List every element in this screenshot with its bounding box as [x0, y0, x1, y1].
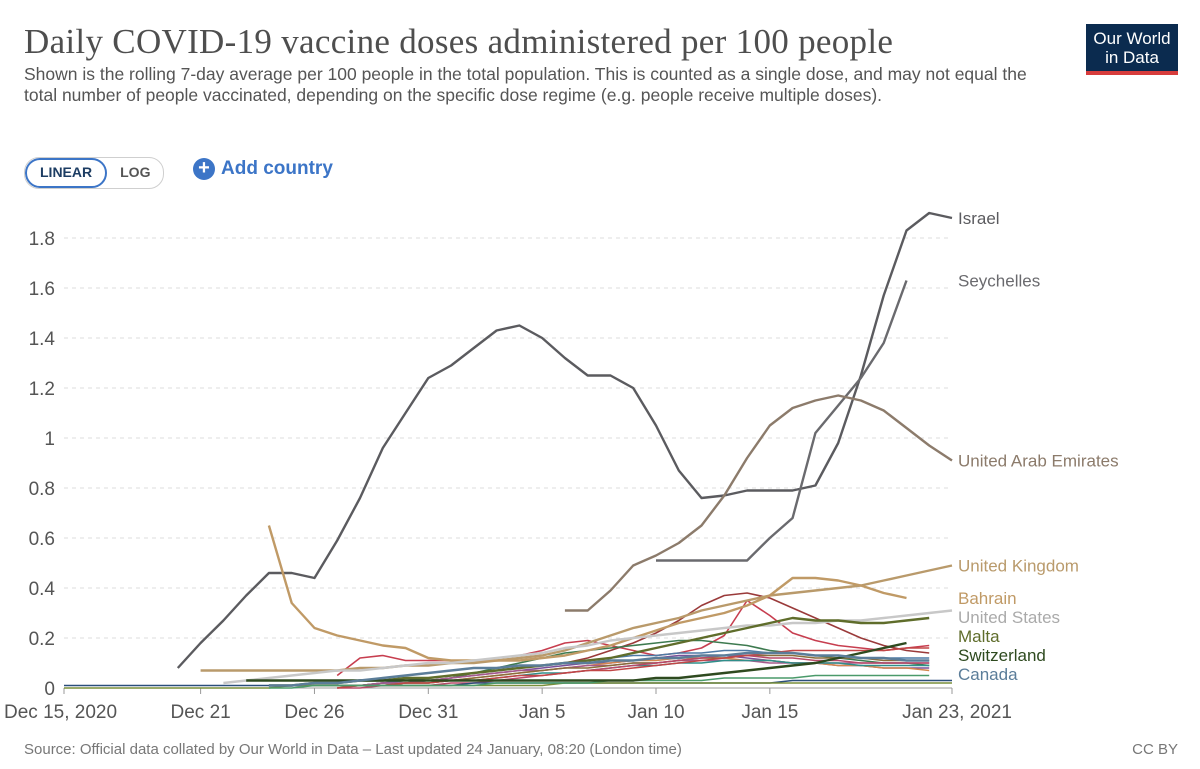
x-tick-label: Dec 15, 2020: [4, 702, 117, 723]
series-label-united-kingdom[interactable]: United Kingdom: [958, 557, 1079, 576]
chart-title: Daily COVID-19 vaccine doses administere…: [24, 22, 894, 61]
series-label-switzerland[interactable]: Switzerland: [958, 646, 1046, 665]
x-tick-label: Jan 23, 2021: [902, 702, 1012, 723]
x-tick-label: Dec 26: [284, 702, 344, 723]
y-tick-label: 0.8: [29, 479, 55, 500]
linear-scale-button[interactable]: LINEAR: [25, 158, 108, 188]
series-label-canada[interactable]: Canada: [958, 665, 1018, 684]
x-tick-label: Jan 10: [627, 702, 684, 723]
series-line-bahrain[interactable]: [267, 525, 907, 662]
source-note: Source: Official data collated by Our Wo…: [24, 741, 682, 758]
series-line-seychelles[interactable]: [656, 280, 908, 562]
owid-logo[interactable]: Our World in Data: [1086, 24, 1178, 75]
add-country-button[interactable]: + Add country: [193, 158, 333, 180]
x-tick-label: Jan 5: [519, 702, 565, 723]
x-axis: Dec 15, 2020 Dec 21 Dec 26 Dec 31 Jan 5 Jan 1…: [4, 688, 1012, 723]
logo-line-2: in Data: [1105, 48, 1159, 67]
x-tick-label: Dec 31: [398, 702, 458, 723]
chart-subtitle: Shown is the rolling 7-day average per 1…: [24, 64, 1027, 105]
license-link[interactable]: CC BY: [1132, 741, 1178, 758]
scale-toggle: LINEAR LOG: [24, 157, 165, 189]
x-tick-label: Jan 15: [741, 702, 798, 723]
series-label-united-states[interactable]: United States: [958, 608, 1060, 627]
y-tick-label: 0.2: [29, 629, 55, 650]
y-tick-label: 1: [44, 429, 55, 450]
series-label-bahrain[interactable]: Bahrain: [958, 589, 1017, 608]
add-country-label: Add country: [221, 158, 333, 179]
series-lines: [64, 211, 953, 689]
y-tick-label: 1.4: [29, 329, 56, 350]
series-label-israel[interactable]: Israel: [958, 209, 1000, 228]
series-line-mexico[interactable]: [268, 674, 930, 689]
log-scale-button[interactable]: LOG: [120, 164, 151, 180]
y-tick-label: 0.4: [29, 579, 56, 600]
x-tick-label: Dec 21: [171, 702, 231, 723]
series-line-portugal[interactable]: [337, 647, 930, 689]
series-line-russia[interactable]: [64, 682, 952, 689]
y-tick-label: 1.6: [29, 279, 55, 300]
y-axis: 0 0.2 0.4 0.6 0.8 1 1.2 1.4 1.6 1.8: [29, 229, 56, 700]
plus-circle-icon: +: [193, 158, 215, 180]
series-line-denmark[interactable]: [336, 599, 930, 677]
y-tick-label: 0: [44, 679, 55, 700]
series-label-seychelles[interactable]: Seychelles: [958, 272, 1040, 291]
y-tick-label: 1.2: [29, 379, 55, 400]
y-tick-label: 1.8: [29, 229, 55, 250]
series-line-israel[interactable]: [176, 211, 953, 669]
series-line-united-arab-emirates[interactable]: [564, 394, 953, 612]
series-label-united-arab-emirates[interactable]: United Arab Emirates: [958, 452, 1119, 471]
series-line-canada[interactable]: [268, 651, 930, 687]
logo-line-1: Our World: [1093, 29, 1171, 48]
y-tick-label: 0.6: [29, 529, 55, 550]
series-label-malta[interactable]: Malta: [958, 627, 1000, 646]
series-labels: Israel Seychelles United Arab Emirates Unit…: [958, 209, 1119, 684]
